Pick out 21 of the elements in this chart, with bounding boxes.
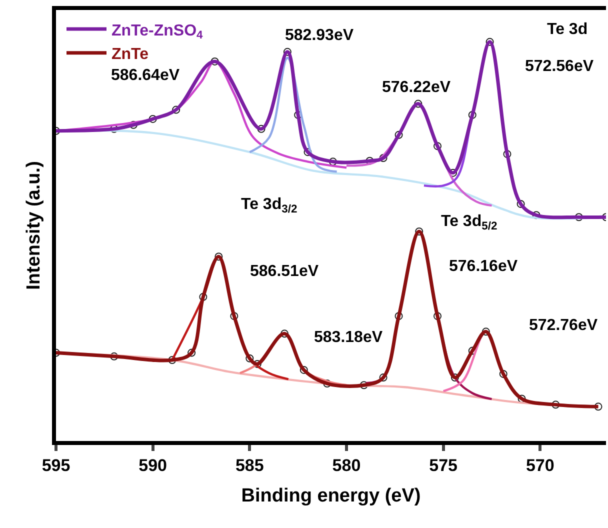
- annotation: 586.64eV: [111, 67, 180, 84]
- x-tick-label: 570: [526, 456, 554, 476]
- x-tick-label: 590: [138, 456, 168, 476]
- annotation: 572.56eV: [525, 58, 594, 75]
- x-tick-label: 575: [429, 456, 458, 476]
- annotation: 583.18eV: [314, 329, 383, 346]
- annotation: 576.22eV: [382, 79, 451, 96]
- text: Te 3d: [547, 21, 588, 38]
- legend-label: ZnTe: [112, 46, 149, 64]
- annotation: 576.16eV: [449, 258, 518, 275]
- legend-label: ZnTe-ZnSO$_{4}$: [112, 22, 204, 42]
- annotation: 582.93eV: [285, 27, 354, 44]
- x-axis-title: Binding energy (eV): [241, 485, 421, 506]
- x-tick-label: 580: [332, 456, 361, 476]
- annotation: 586.51eV: [250, 263, 319, 280]
- y-axis-title: Intensity (a.u.): [24, 161, 45, 290]
- x-tick-label: 585: [235, 456, 264, 476]
- annotation: Te 3d$_{3/2}$: [241, 196, 298, 216]
- annotation: 572.76eV: [529, 317, 598, 334]
- annotation: Te 3d$_{5/2}$: [441, 213, 498, 232]
- x-tick-label: 595: [42, 456, 70, 476]
